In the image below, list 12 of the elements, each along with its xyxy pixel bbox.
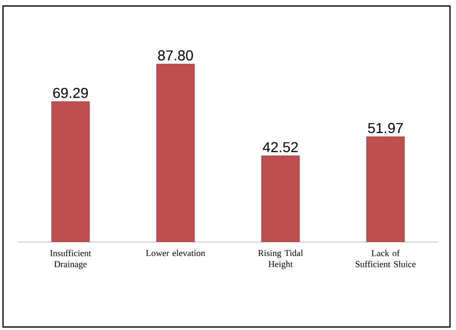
x-tick-label: Insufficient Drainage [50,250,92,270]
x-tick-label: Rising Tidal Height [258,250,303,269]
bar [366,136,405,242]
bar [156,64,195,242]
bar [51,101,90,242]
x-tick-label: Lower elevation [146,250,206,256]
data-label: 87.80 [158,50,193,60]
data-label: 69.29 [53,88,88,98]
data-label: 42.52 [262,142,298,152]
x-tick-label: Lack of Sufficient Sluice [356,250,416,268]
data-label: 51.97 [368,122,403,134]
bar [261,156,300,242]
